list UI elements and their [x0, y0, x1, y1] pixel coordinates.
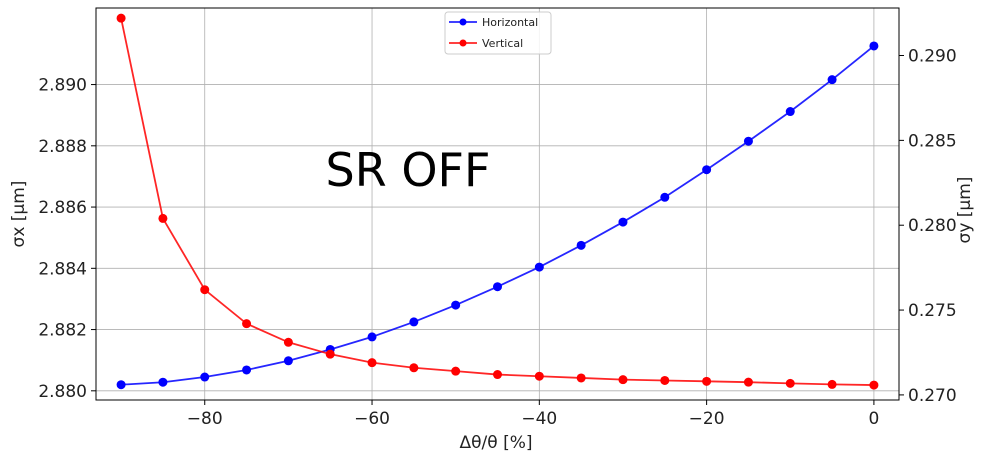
data-point-vertical — [283, 337, 293, 347]
grid-lines — [96, 8, 899, 400]
series-line-horizontal — [121, 45, 875, 386]
data-point-horizontal — [493, 282, 502, 292]
data-point-vertical — [158, 213, 168, 223]
data-point-horizontal — [702, 165, 712, 175]
data-point-vertical — [827, 379, 837, 389]
data-point-horizontal — [785, 107, 795, 117]
y-right-tick-label: 0.275 — [908, 301, 957, 321]
legend-marker-horizontal — [459, 18, 467, 26]
data-point-vertical — [493, 370, 502, 380]
x-tick-label: −80 — [187, 409, 223, 429]
y-left-tick-label: 2.888 — [38, 137, 87, 157]
data-point-horizontal — [451, 300, 461, 310]
y-left-tick-label: 2.880 — [38, 382, 87, 402]
data-point-vertical — [534, 371, 544, 381]
annotation-text: SR OFF — [326, 143, 491, 197]
legend: Horizontal Vertical — [444, 11, 552, 55]
y-right-tick-label: 0.290 — [908, 47, 957, 67]
data-point-horizontal — [283, 356, 293, 366]
series-layer — [116, 13, 879, 390]
x-tick-label: −60 — [354, 409, 390, 429]
data-point-vertical — [325, 349, 335, 359]
y-left-tick-label: 2.882 — [38, 321, 87, 341]
data-point-horizontal — [409, 317, 419, 327]
y-right-tick-label: 0.280 — [908, 216, 957, 236]
data-point-horizontal — [576, 240, 586, 250]
data-point-horizontal — [660, 192, 670, 202]
data-point-vertical — [451, 366, 461, 376]
data-point-vertical — [743, 377, 753, 387]
y-right-tick-label: 0.285 — [908, 131, 957, 151]
legend-marker-vertical — [459, 39, 467, 47]
data-point-vertical — [785, 378, 795, 388]
legend-label-horizontal: Horizontal — [482, 16, 538, 29]
x-tick-label: −40 — [521, 409, 557, 429]
plot-frame — [95, 7, 900, 401]
data-point-horizontal — [242, 365, 252, 375]
y-left-axis-title: σx [μm] — [9, 181, 29, 248]
data-point-horizontal — [534, 262, 544, 272]
y-left-tick-label: 2.890 — [38, 76, 87, 96]
data-point-vertical — [409, 363, 419, 373]
y-left-tick-label: 2.886 — [38, 198, 87, 218]
data-point-horizontal — [618, 217, 628, 227]
data-point-vertical — [200, 285, 210, 295]
legend-label-vertical: Vertical — [482, 37, 523, 50]
y-right-axis-ticks: 0.270 0.275 0.280 0.285 0.290 — [899, 47, 957, 406]
data-point-vertical — [869, 380, 879, 390]
data-point-horizontal — [869, 41, 879, 51]
y-right-axis-title: σy [μm] — [955, 177, 975, 244]
data-point-horizontal — [367, 332, 377, 342]
data-point-horizontal — [743, 136, 753, 146]
series-line-vertical — [120, 17, 874, 386]
data-point-vertical — [660, 375, 670, 385]
x-axis-ticks: −80 −60 −40 −20 0 — [187, 400, 879, 429]
data-point-horizontal — [827, 75, 837, 85]
y-left-axis-ticks: 2.880 2.882 2.884 2.886 2.888 2.890 — [38, 76, 96, 402]
data-point-vertical — [242, 319, 252, 329]
data-point-vertical — [367, 358, 377, 368]
y-left-tick-label: 2.884 — [38, 259, 87, 279]
data-point-vertical — [702, 376, 712, 386]
data-point-vertical — [116, 13, 126, 23]
x-axis-title: Δθ/θ [%] — [460, 433, 533, 453]
x-tick-label: −20 — [689, 409, 725, 429]
data-point-horizontal — [158, 377, 168, 387]
data-point-horizontal — [116, 380, 126, 390]
y-right-tick-label: 0.270 — [908, 386, 957, 406]
data-point-vertical — [618, 375, 628, 385]
data-point-horizontal — [200, 372, 210, 382]
data-point-vertical — [576, 373, 586, 383]
x-tick-label: 0 — [868, 409, 879, 429]
